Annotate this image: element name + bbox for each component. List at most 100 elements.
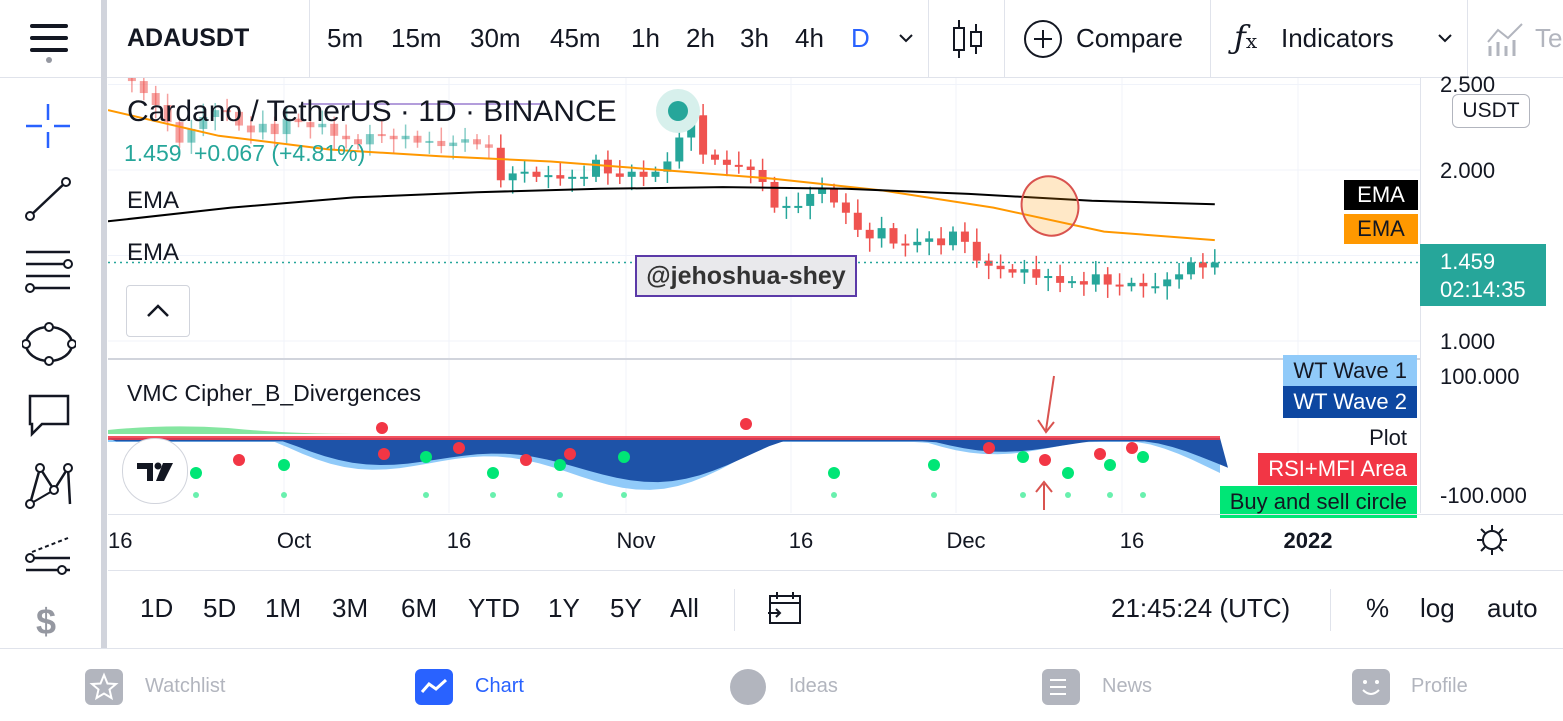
range-6m[interactable]: 6M — [401, 593, 438, 623]
candle-body — [758, 170, 767, 182]
buy-dot — [621, 492, 627, 498]
go-to-date-icon[interactable] — [766, 591, 806, 627]
forecast-icon[interactable] — [22, 534, 76, 582]
compare-button[interactable]: Compare — [1076, 23, 1183, 53]
interval-15m[interactable]: 15m — [391, 23, 442, 53]
ema-fast-line — [108, 109, 1215, 242]
collapse-legend-button[interactable] — [126, 285, 190, 337]
trend-line-icon[interactable] — [24, 176, 72, 224]
time-axis[interactable] — [108, 514, 1563, 571]
sell-circle — [740, 418, 752, 430]
utc-clock[interactable]: 21:45:24 (UTC) — [1111, 593, 1291, 623]
price-chart[interactable] — [108, 78, 1420, 513]
bar-countdown: 02:14:35 — [1440, 277, 1526, 302]
percent-scale-toggle[interactable]: % — [1366, 593, 1390, 623]
range-1d[interactable]: 1D — [140, 593, 174, 623]
candle-body — [318, 123, 327, 128]
buy-dot — [490, 492, 496, 498]
interval-2h[interactable]: 2h — [686, 23, 715, 53]
candle-body — [830, 188, 838, 203]
star-icon[interactable] — [85, 669, 123, 705]
candle-body — [127, 78, 136, 82]
candle-body — [1068, 281, 1076, 284]
nav-watchlist[interactable]: Watchlist — [145, 675, 226, 697]
sell-circle — [1039, 454, 1051, 466]
candle-body — [722, 159, 731, 165]
chart-icon[interactable] — [415, 669, 453, 705]
highlight-ellipse — [1020, 175, 1080, 237]
price-change: +0.067 (+4.81%) — [193, 140, 366, 166]
candle-body — [139, 81, 148, 94]
candle-body — [235, 111, 243, 126]
candle-body — [996, 265, 1005, 270]
ema-price-tag: EMA — [1344, 214, 1418, 244]
interval-4h[interactable]: 4h — [795, 23, 824, 53]
settings-icon[interactable] — [1476, 524, 1508, 556]
fib-retracement-icon[interactable] — [22, 248, 76, 296]
chevron-down-icon[interactable] — [896, 28, 916, 48]
interval-30m[interactable]: 30m — [470, 23, 521, 53]
drawing-toolbar: $ — [0, 78, 100, 648]
osc-label: Plot — [1359, 422, 1417, 454]
candle-body — [806, 193, 815, 206]
sell-circle — [983, 442, 995, 454]
status-dot[interactable] — [656, 89, 700, 133]
buy-circle — [190, 467, 202, 479]
range-5y[interactable]: 5Y — [610, 593, 642, 623]
indicator-legend[interactable]: VMC Cipher_B_Divergences — [127, 380, 422, 406]
interval-45m[interactable]: 45m — [550, 23, 601, 53]
interval-1h[interactable]: 1h — [631, 23, 660, 53]
osc-label: WT Wave 1 — [1283, 355, 1417, 387]
range-ytd[interactable]: YTD — [468, 593, 520, 623]
candle-body — [699, 115, 708, 155]
range-1m[interactable]: 1M — [265, 593, 302, 623]
candle-body — [1020, 269, 1029, 273]
indicators-button[interactable]: Indicators — [1281, 23, 1394, 53]
news-icon[interactable] — [1042, 669, 1080, 705]
candle-body — [413, 135, 422, 143]
ema-legend-2[interactable]: EMA — [127, 239, 180, 266]
lightbulb-icon[interactable] — [730, 669, 766, 705]
osc-label: Buy and sell circle — [1219, 486, 1417, 518]
candle-body — [913, 241, 922, 246]
symbol-name[interactable]: ADAUSDT — [127, 24, 250, 52]
range-5d[interactable]: 5D — [203, 593, 237, 623]
comment-icon[interactable] — [26, 392, 74, 440]
candle-body — [794, 205, 803, 208]
chevron-down-icon[interactable] — [1435, 28, 1455, 48]
fx-icon[interactable]: ƒx — [1234, 18, 1258, 56]
ema-legend-1[interactable]: EMA — [127, 187, 180, 214]
range-1y[interactable]: 1Y — [548, 593, 580, 623]
templates-icon[interactable] — [1486, 20, 1526, 58]
candle-body — [365, 134, 374, 145]
templates-label[interactable]: Te — [1535, 23, 1563, 53]
sell-circle — [1126, 442, 1138, 454]
interval-3h[interactable]: 3h — [740, 23, 769, 53]
dollar-icon[interactable]: $ — [36, 601, 57, 642]
range-3m[interactable]: 3M — [332, 593, 369, 623]
interval-d[interactable]: D — [851, 23, 870, 53]
candle-body — [746, 166, 755, 170]
range-all[interactable]: All — [670, 593, 699, 623]
candle-body — [496, 147, 505, 181]
compare-plus-icon[interactable] — [1023, 19, 1063, 59]
buy-circle — [1104, 459, 1116, 471]
candle-body — [675, 137, 684, 162]
profile-icon[interactable] — [1352, 669, 1390, 705]
nav-news[interactable]: News — [1102, 675, 1153, 697]
nav-ideas[interactable]: Ideas — [789, 675, 838, 697]
crosshair-icon[interactable] — [24, 102, 72, 150]
ellipse-icon[interactable] — [21, 320, 77, 368]
tradingview-logo — [122, 438, 188, 504]
nav-chart[interactable]: Chart — [475, 675, 524, 697]
menu-icon[interactable] — [30, 24, 68, 63]
nav-profile[interactable]: Profile — [1411, 675, 1468, 697]
pattern-icon[interactable] — [24, 462, 74, 510]
candle-body — [389, 135, 398, 140]
candles-icon[interactable] — [950, 18, 984, 60]
auto-scale-toggle[interactable]: auto — [1487, 593, 1538, 623]
buy-circle — [487, 467, 499, 479]
log-scale-toggle[interactable]: log — [1420, 593, 1455, 623]
interval-5m[interactable]: 5m — [327, 23, 364, 53]
currency-badge[interactable]: USDT — [1452, 94, 1530, 128]
